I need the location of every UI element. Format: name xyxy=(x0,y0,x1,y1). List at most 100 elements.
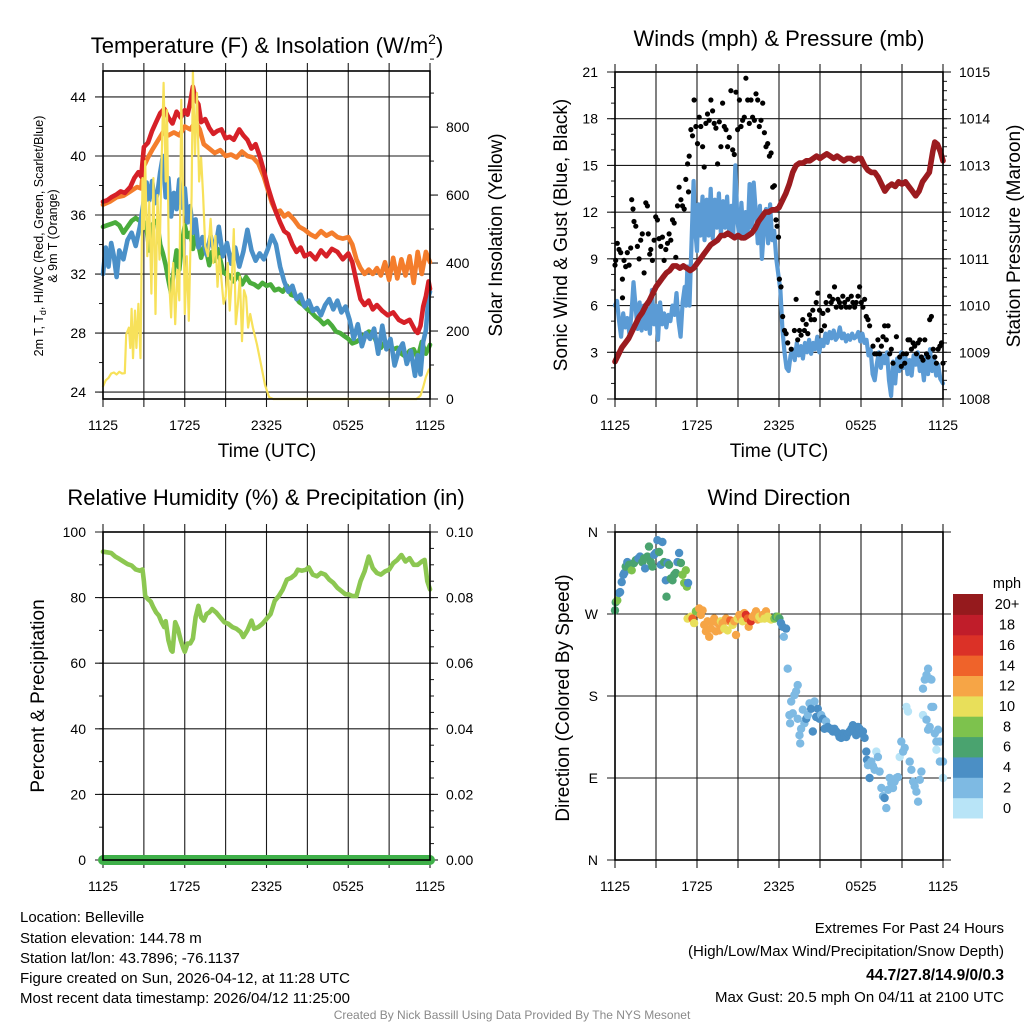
colorbar-label: 20+ xyxy=(995,597,1020,613)
direction-point xyxy=(907,765,916,774)
gust-point xyxy=(634,243,641,249)
gust-point xyxy=(676,184,682,190)
ylabel-subscript: d xyxy=(38,310,48,315)
gust-point xyxy=(755,97,761,103)
y-tick-label: 15 xyxy=(582,157,598,173)
title-main: Temperature (F) & Insolation (W/m xyxy=(91,33,428,58)
ylabel-part: , HI/WC (Red, Green, Scarlet/Blue) xyxy=(32,116,46,311)
gust-point xyxy=(688,127,694,133)
y-tick-label: 80 xyxy=(70,590,86,606)
gust-point xyxy=(753,91,759,97)
direction-point xyxy=(893,772,903,782)
colorbar-swatch xyxy=(953,756,983,778)
gust-point xyxy=(663,246,669,253)
gust-point xyxy=(673,254,679,260)
gust-point xyxy=(888,346,894,352)
colorbar-label: 4 xyxy=(1003,760,1011,776)
x-tick-label: 2325 xyxy=(763,878,794,894)
gust-point xyxy=(726,134,732,140)
gust-point xyxy=(666,231,672,237)
direction-point xyxy=(654,547,664,557)
direction-point xyxy=(877,783,886,793)
direction-point xyxy=(912,787,921,796)
gust-point xyxy=(773,217,779,223)
direction-point xyxy=(785,719,795,728)
wind-direction-chart-title: Wind Direction xyxy=(707,485,850,510)
gust-point xyxy=(674,203,681,209)
direction-point xyxy=(915,775,924,784)
gust-point xyxy=(644,203,651,209)
direction-point xyxy=(917,767,926,776)
colorbar-label: 8 xyxy=(1003,719,1011,735)
gust-point xyxy=(813,299,819,306)
location-text: Location: Belleville xyxy=(20,909,144,926)
direction-point xyxy=(810,697,819,706)
direction-point xyxy=(791,687,801,696)
colorbar-label: 18 xyxy=(999,618,1015,634)
y2-tick-label: 0.02 xyxy=(446,786,473,802)
gust-point xyxy=(858,299,864,306)
gust-point xyxy=(636,256,642,262)
y2-tick-label: 0.00 xyxy=(446,852,473,868)
colorbar-swatch xyxy=(953,634,983,656)
speed-colorbar: mph 0 2 4 6 8 10 12 14 16 18 20+ xyxy=(953,576,1021,819)
gust-point xyxy=(853,299,859,306)
gust-point xyxy=(917,337,923,343)
gust-point xyxy=(738,123,744,130)
gust-point xyxy=(932,354,938,360)
x-tick-label: 1725 xyxy=(169,417,200,433)
gust-point xyxy=(860,304,866,310)
temperature-y-axis-title-line1: 2m T, Td, HI/WC (Red, Green, Scarlet/Blu… xyxy=(32,116,48,357)
x-tick-label: 1125 xyxy=(88,417,118,433)
gust-point xyxy=(922,337,928,343)
direction-point xyxy=(922,715,931,724)
direction-point xyxy=(860,733,869,743)
gust-point xyxy=(898,363,904,369)
title-superscript: 2 xyxy=(428,31,436,47)
gust-point xyxy=(806,312,813,318)
y-tick-label: N xyxy=(588,524,598,540)
x-tick-label: 1725 xyxy=(169,878,200,894)
direction-point xyxy=(858,727,868,736)
gust-point xyxy=(883,337,889,343)
gust-point xyxy=(796,327,803,334)
x-tick-label: 1125 xyxy=(600,878,630,894)
gust-point xyxy=(664,240,671,246)
gust-point xyxy=(776,276,783,282)
gust-point xyxy=(668,237,674,243)
y2-tick-label: 400 xyxy=(446,255,470,271)
gust-point xyxy=(661,257,667,263)
gust-point xyxy=(877,351,883,357)
direction-point xyxy=(873,752,883,762)
gust-point xyxy=(631,218,637,225)
x-tick-label: 0525 xyxy=(333,417,364,433)
direction-point xyxy=(731,630,741,640)
gust-point xyxy=(890,360,896,366)
colorbar-label: 0 xyxy=(1003,801,1011,817)
direction-point xyxy=(933,725,943,734)
figure-created-text: Figure created on Sun, 2026-04-12, at 11… xyxy=(20,970,350,987)
direction-point xyxy=(897,737,906,746)
gust-point xyxy=(725,144,731,150)
colorbar-label: 2 xyxy=(1003,781,1011,797)
colorbar-title: mph xyxy=(993,576,1021,592)
gust-point xyxy=(649,257,656,263)
gust-point xyxy=(741,114,747,120)
direction-point xyxy=(923,664,933,673)
gust-point xyxy=(816,307,823,313)
y-tick-label: 18 xyxy=(582,111,598,127)
gust-point xyxy=(748,97,754,103)
y-tick-label: 44 xyxy=(70,89,86,105)
direction-point xyxy=(788,709,797,718)
plot-frame xyxy=(102,531,431,861)
winds-y-axis-title: Sonic Wind & Gust (Blue, Black) xyxy=(551,99,572,371)
colorbar-swatch xyxy=(953,614,983,636)
y-tick-label: 40 xyxy=(70,148,86,164)
direction-point xyxy=(929,702,938,712)
direction-point xyxy=(683,578,693,588)
gust-point xyxy=(701,164,707,170)
gust-point xyxy=(775,234,782,240)
colorbar-swatch xyxy=(953,695,983,717)
x-tick-label: 1125 xyxy=(415,417,445,433)
